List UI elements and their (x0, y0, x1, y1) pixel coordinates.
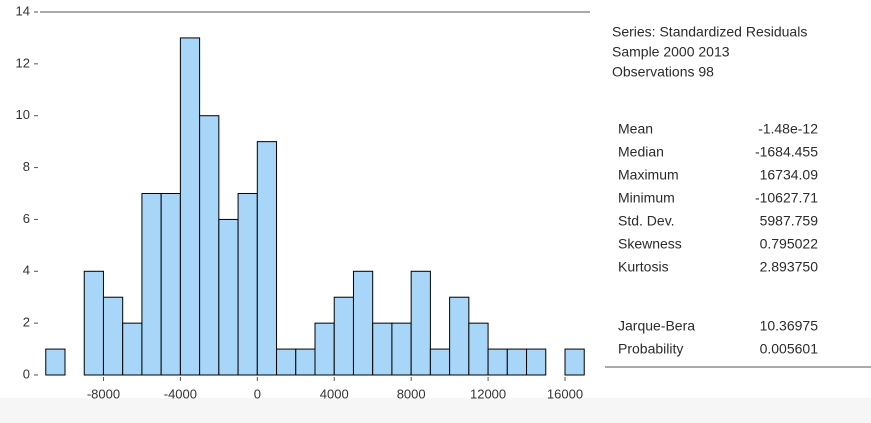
stat-value: 0.795022 (760, 236, 819, 252)
y-tick-label: 14 (16, 3, 30, 18)
panel-header: Sample 2000 2013 (612, 44, 730, 60)
test-value: 10.36975 (760, 318, 819, 334)
bar (295, 348, 316, 376)
bar (141, 193, 162, 376)
bar (410, 270, 431, 376)
y-tick-label: 8 (23, 159, 30, 174)
x-tick-label: 8000 (397, 386, 426, 401)
y-tick-label: 6 (23, 211, 30, 226)
stat-value: -1.48e-12 (758, 121, 818, 137)
bar (179, 37, 201, 376)
bar (314, 322, 335, 376)
bar (218, 218, 239, 376)
x-tick-label: 12000 (470, 386, 506, 401)
bar (372, 322, 393, 376)
bar (276, 348, 297, 376)
footer-strip (0, 398, 871, 423)
panel-header: Observations 98 (612, 64, 714, 80)
stat-label: Median (618, 144, 664, 160)
y-tick-label: 12 (16, 55, 30, 70)
x-tick-label: 4000 (320, 386, 349, 401)
bar (83, 270, 104, 376)
stat-value: -10627.71 (755, 190, 818, 206)
test-label: Jarque-Bera (618, 318, 695, 334)
panel-header: Series: Standardized Residuals (612, 24, 807, 40)
x-tick-label: 16000 (547, 386, 583, 401)
stat-label: Skewness (618, 236, 682, 252)
bar (237, 193, 258, 376)
bar (391, 322, 412, 376)
x-tick-label: -4000 (164, 386, 197, 401)
x-tick-label: 0 (254, 386, 261, 401)
bar (429, 348, 451, 376)
y-tick-label: 4 (23, 263, 30, 278)
stat-label: Std. Dev. (618, 213, 675, 229)
stat-label: Kurtosis (618, 259, 669, 275)
stat-label: Mean (618, 121, 653, 137)
stat-value: 2.893750 (760, 259, 819, 275)
stat-value: 16734.09 (760, 167, 819, 183)
bar (352, 270, 374, 376)
stat-value: 5987.759 (760, 213, 819, 229)
y-tick-label: 0 (23, 366, 30, 381)
bar (468, 322, 489, 376)
y-tick-label: 2 (23, 315, 30, 330)
stat-value: -1684.455 (755, 144, 818, 160)
test-value: 0.005601 (760, 341, 819, 357)
bar (333, 296, 354, 376)
bar (45, 348, 66, 376)
stat-label: Minimum (618, 190, 675, 206)
bar (102, 296, 124, 376)
y-tick-label: 10 (16, 107, 30, 122)
bar (199, 115, 220, 376)
bar (449, 296, 470, 376)
bar (487, 348, 508, 376)
bar (160, 193, 181, 376)
stat-label: Maximum (618, 167, 679, 183)
bar (506, 348, 528, 376)
bar (526, 348, 547, 376)
bar (122, 322, 143, 376)
bar (564, 348, 585, 376)
test-label: Probability (618, 341, 683, 357)
bar (256, 141, 278, 376)
x-tick-label: -8000 (87, 386, 120, 401)
